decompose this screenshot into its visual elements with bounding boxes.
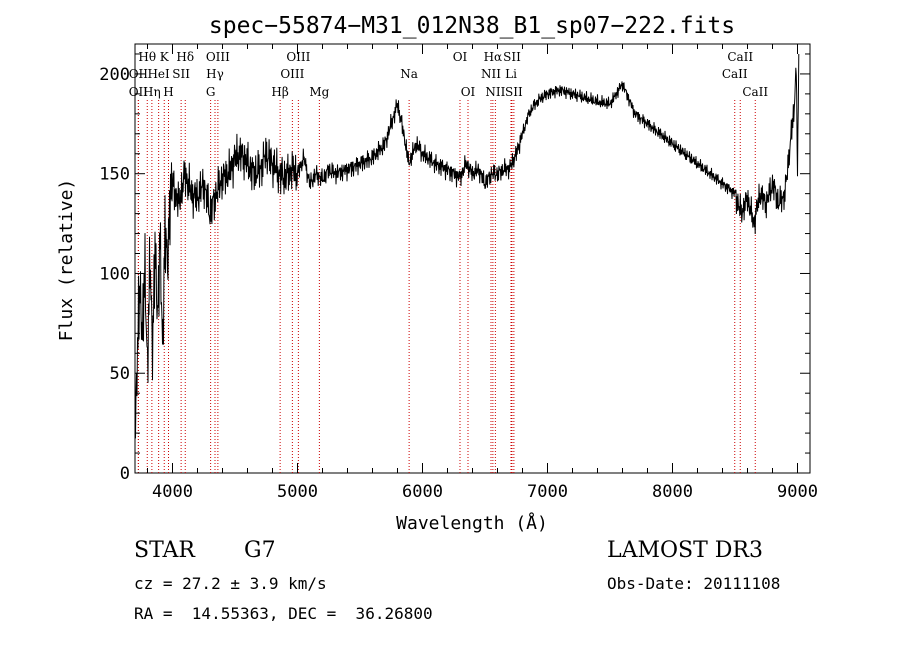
emission-line-label: Hθ: [138, 50, 156, 64]
emission-line-label: Hδ: [176, 50, 194, 64]
emission-line-label: Hβ: [271, 85, 288, 99]
survey-name: LAMOST DR3: [607, 538, 763, 563]
y-tick-label: 50: [110, 364, 130, 384]
emission-line-label: H: [163, 85, 173, 99]
emission-line-label: CaII: [722, 67, 748, 81]
observation-date: Obs-Date: 20111108: [607, 574, 781, 593]
axis-ticks: 4000 5000 6000 7000 8000 9000 0 50 100 150 200: [99, 44, 818, 502]
object-class: STAR: [134, 538, 195, 563]
emission-line-label: Li: [505, 67, 517, 81]
emission-line-label: HeI: [147, 67, 170, 81]
emission-line-label: Mg: [309, 85, 329, 99]
emission-line-label: SII: [505, 85, 523, 99]
emission-line-label: CaII: [742, 85, 768, 99]
emission-line-label: Hη: [143, 85, 161, 99]
x-tick-label: 4000: [152, 482, 193, 502]
x-tick-label: 9000: [777, 482, 818, 502]
y-axis-label: Flux (relative): [56, 179, 77, 342]
x-tick-label: 6000: [402, 482, 443, 502]
emission-line-label: CaII: [727, 50, 753, 64]
spectrum-line: [134, 53, 800, 439]
emission-line-label: SII: [503, 50, 521, 64]
redshift-info: cz = 27.2 ± 3.9 km/s: [134, 574, 327, 593]
emission-line-label: Na: [400, 67, 418, 81]
emission-line-label: NII: [485, 85, 505, 99]
emission-line-label: OIII: [280, 67, 304, 81]
x-tick-label: 8000: [652, 482, 693, 502]
emission-line-label: OII: [129, 85, 149, 99]
x-axis-label: Wavelength (Å): [396, 512, 548, 534]
emission-line-label: Hα: [484, 50, 503, 64]
emission-line-label: G: [206, 85, 216, 99]
emission-line-label: OI: [461, 85, 476, 99]
emission-line-label: K: [160, 50, 170, 64]
emission-line-label: OI: [453, 50, 468, 64]
y-tick-label: 100: [99, 264, 130, 284]
coordinates: RA = 14.55363, DEC = 36.26800: [134, 604, 433, 623]
chart-title: spec−55874−M31_012N38_B1_sp07−222.fits: [209, 13, 735, 39]
emission-line-label: SII: [172, 67, 190, 81]
x-tick-label: 5000: [277, 482, 318, 502]
emission-line-markers: [137, 100, 756, 473]
y-tick-label: 0: [120, 464, 130, 484]
emission-line-label: Hγ: [206, 67, 224, 81]
emission-line-label: OIII: [286, 50, 310, 64]
emission-line-label: NII: [481, 67, 501, 81]
emission-line-label: OIII: [206, 50, 230, 64]
x-tick-label: 7000: [527, 482, 568, 502]
object-subclass: G7: [244, 538, 276, 563]
y-tick-label: 150: [99, 165, 130, 185]
plot-frame: [134, 43, 811, 474]
y-tick-label: 200: [99, 65, 130, 85]
